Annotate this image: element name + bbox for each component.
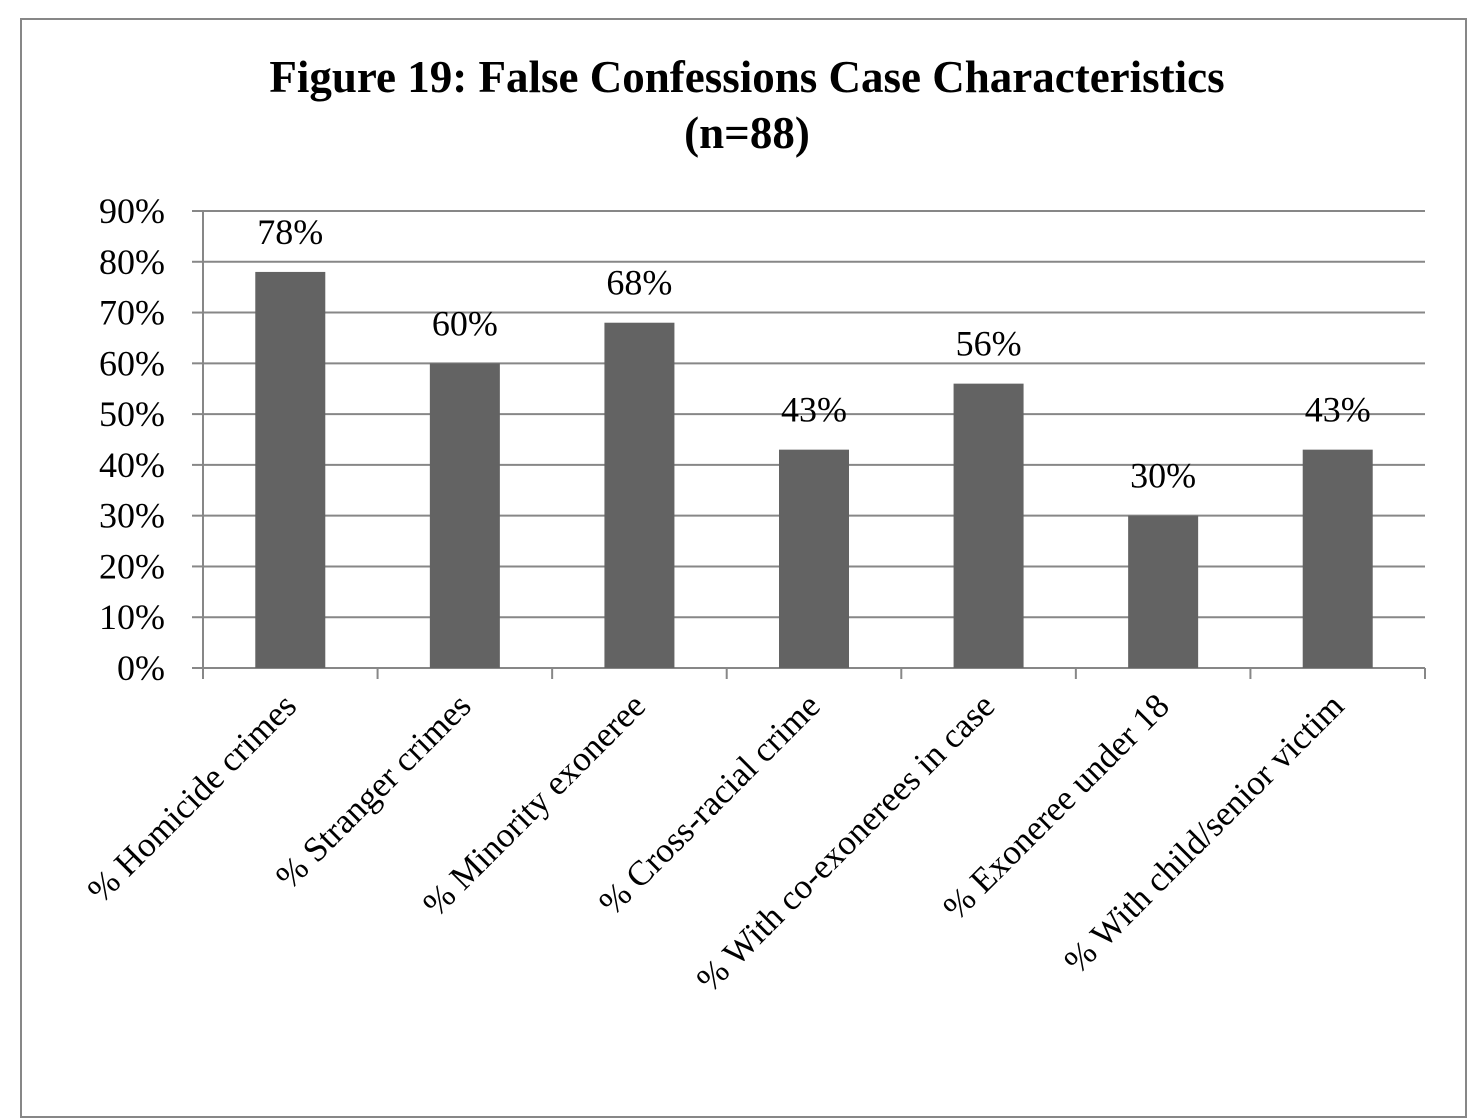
y-tick-label: 10% xyxy=(99,597,165,637)
x-category-label: % With child/senior victim xyxy=(1056,686,1351,981)
bar xyxy=(429,363,500,668)
bar xyxy=(604,322,675,668)
bar xyxy=(1128,515,1199,668)
y-tick-label: 30% xyxy=(99,496,165,536)
y-tick-label: 70% xyxy=(99,293,165,333)
data-label: 43% xyxy=(781,390,847,430)
bar-chart: Figure 19: False Confessions Case Charac… xyxy=(80,52,1426,999)
chart-title: Figure 19: False Confessions Case Charac… xyxy=(269,52,1224,102)
data-label: 30% xyxy=(1130,456,1196,496)
x-category-label: % Homicide crimes xyxy=(80,686,304,910)
y-tick-label: 0% xyxy=(117,648,165,688)
chart-subtitle: (n=88) xyxy=(684,108,810,158)
bar xyxy=(779,449,849,668)
data-label: 78% xyxy=(257,212,323,252)
y-tick-label: 80% xyxy=(99,242,165,282)
y-tick-label: 60% xyxy=(99,343,165,383)
data-label: 68% xyxy=(606,263,672,303)
bar xyxy=(255,271,326,668)
data-label: 60% xyxy=(432,303,498,343)
x-category-label: % With co-exonerees in case xyxy=(689,686,1002,999)
y-tick-label: 50% xyxy=(99,394,165,434)
y-tick-label: 40% xyxy=(99,445,165,485)
bar xyxy=(1302,449,1373,668)
data-label: 56% xyxy=(956,324,1022,364)
y-tick-label: 20% xyxy=(99,546,165,586)
data-label: 43% xyxy=(1305,390,1371,430)
bar xyxy=(953,383,1024,668)
y-tick-label: 90% xyxy=(99,191,165,231)
